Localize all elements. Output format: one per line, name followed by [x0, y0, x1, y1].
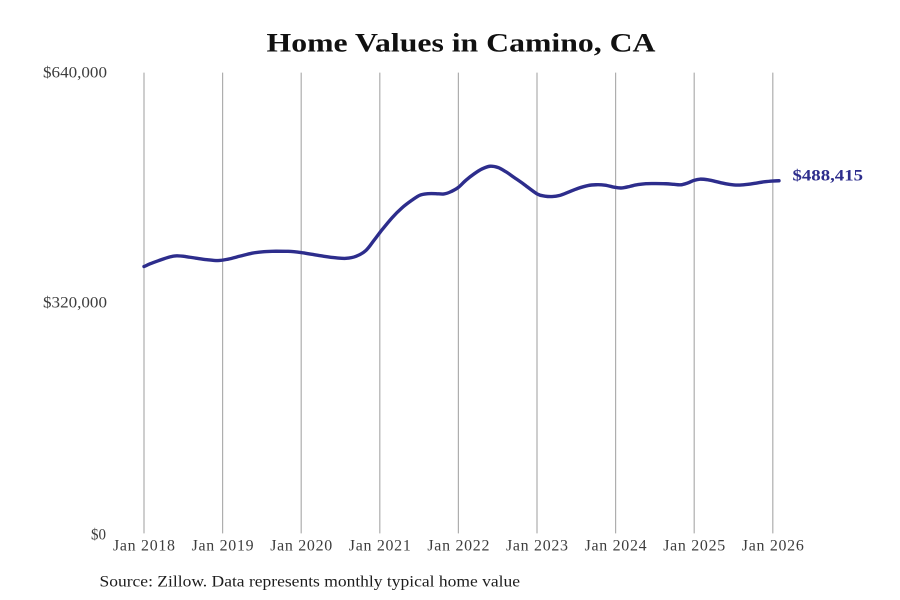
svg-text:Jan 2019: Jan 2019	[192, 538, 254, 555]
svg-text:$320,000: $320,000	[43, 294, 107, 311]
svg-text:Source: Zillow. Data represent: Source: Zillow. Data represents monthly …	[100, 573, 521, 590]
svg-text:$640,000: $640,000	[43, 65, 107, 82]
svg-text:Jan 2020: Jan 2020	[270, 538, 332, 555]
svg-text:$488,415: $488,415	[793, 167, 864, 184]
svg-text:Jan 2026: Jan 2026	[742, 538, 804, 555]
svg-text:Jan 2021: Jan 2021	[349, 538, 411, 555]
svg-text:Jan 2022: Jan 2022	[427, 538, 489, 555]
svg-text:Jan 2018: Jan 2018	[113, 538, 175, 555]
svg-text:Jan 2025: Jan 2025	[663, 538, 725, 555]
svg-text:$0: $0	[91, 527, 106, 544]
svg-text:Home Values in Camino, CA: Home Values in Camino, CA	[267, 28, 656, 58]
svg-text:Jan 2023: Jan 2023	[506, 538, 568, 555]
svg-text:Jan 2024: Jan 2024	[585, 538, 647, 555]
